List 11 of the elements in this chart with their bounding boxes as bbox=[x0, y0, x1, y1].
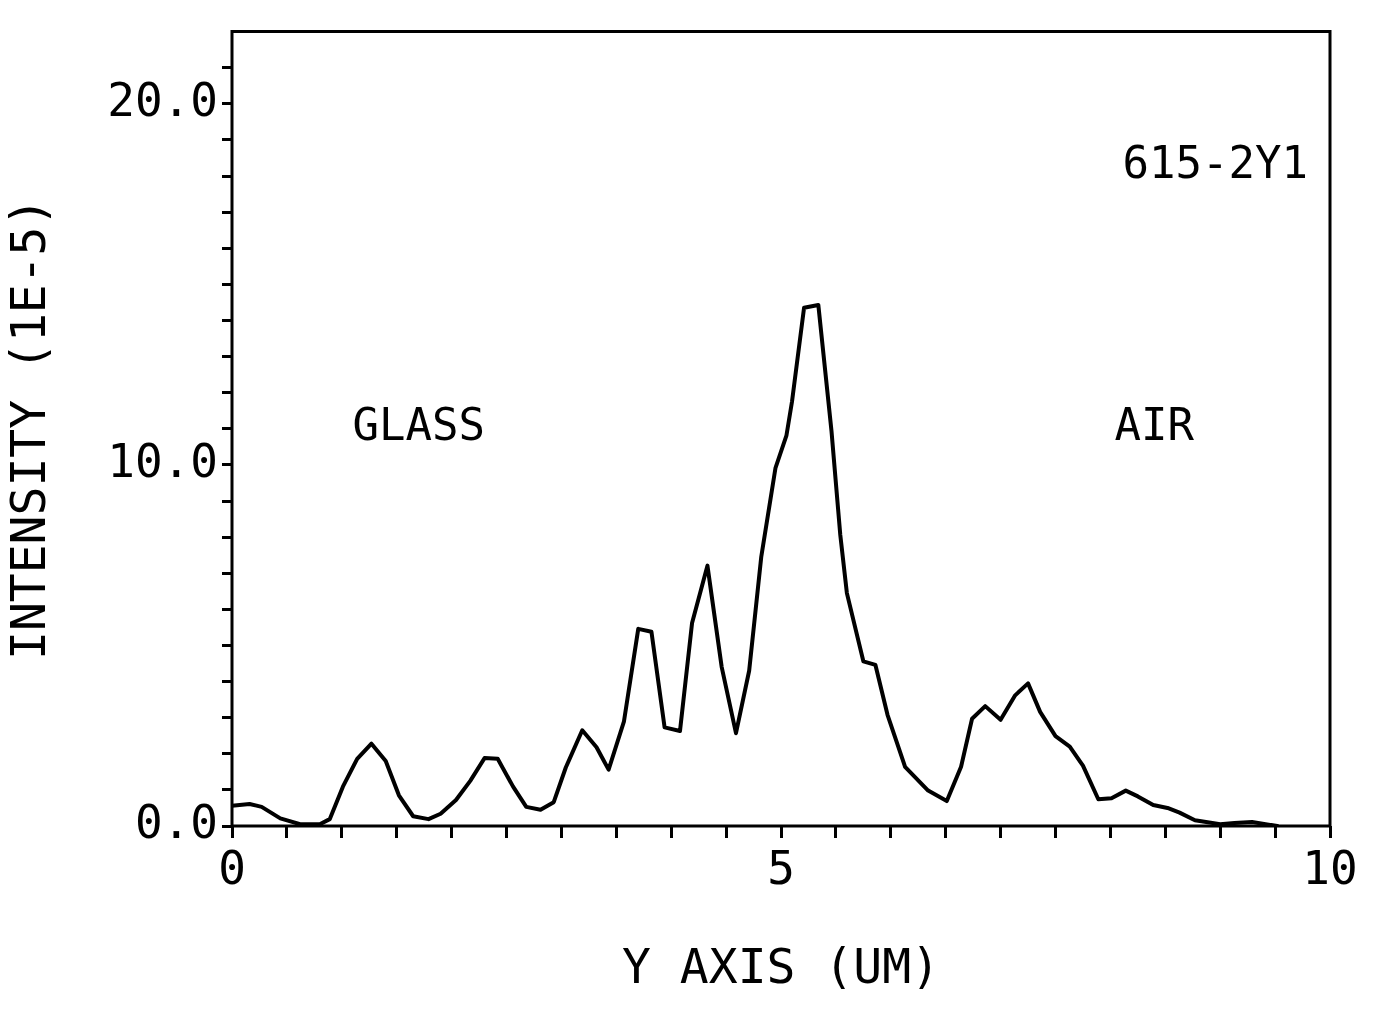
x-tick-label: 0 bbox=[218, 840, 246, 895]
y-tick-label: 20.0 bbox=[107, 72, 218, 127]
y-tick-label: 0.0 bbox=[134, 794, 218, 849]
x-axis-title: Y AXIS (UM) bbox=[622, 937, 940, 994]
x-tick-label: 5 bbox=[767, 840, 795, 895]
y-axis-title: INTENSITY (1E-5) bbox=[0, 197, 57, 660]
x-tick-label: 10 bbox=[1302, 840, 1358, 895]
annotation: AIR bbox=[1114, 399, 1195, 451]
y-tick-label: 10.0 bbox=[107, 433, 218, 488]
annotation: GLASS bbox=[352, 399, 485, 451]
annotation: 615-2Y1 bbox=[1122, 137, 1309, 189]
